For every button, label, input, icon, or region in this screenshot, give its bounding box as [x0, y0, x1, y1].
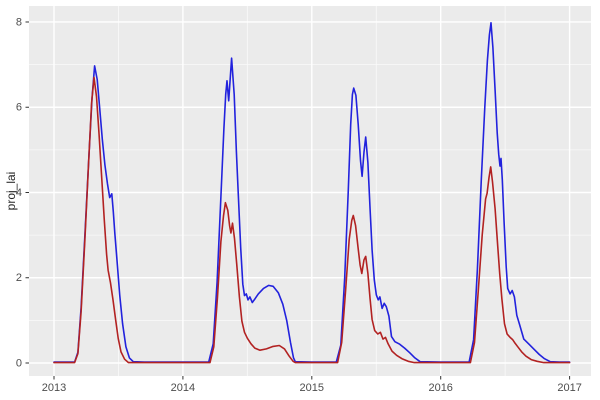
y-tick-label: 4 — [16, 187, 22, 199]
y-tick-label: 2 — [16, 272, 22, 284]
axis-tick-marks — [25, 21, 571, 380]
y-tick-label: 6 — [16, 102, 22, 114]
x-tick-label: 2013 — [42, 382, 66, 394]
y-axis-title: proj_lai — [4, 171, 18, 211]
y-axis-tick-labels: 0 2 4 6 8 — [16, 16, 22, 369]
x-tick-label: 2016 — [428, 382, 452, 394]
series-red-line — [53, 76, 571, 364]
x-axis-tick-labels: 2013 2014 2015 2016 2017 — [42, 382, 582, 394]
x-tick-label: 2015 — [300, 382, 324, 394]
y-tick-label: 0 — [16, 357, 22, 369]
series-blue-line — [53, 21, 571, 363]
panel-background — [29, 6, 591, 376]
y-tick-label: 8 — [16, 16, 22, 28]
x-tick-label: 2014 — [171, 382, 195, 394]
x-tick-label: 2017 — [557, 382, 581, 394]
